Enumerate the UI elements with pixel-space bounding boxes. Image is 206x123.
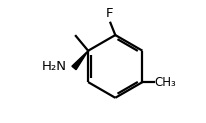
Text: F: F bbox=[105, 7, 113, 20]
Text: CH₃: CH₃ bbox=[155, 76, 177, 89]
Text: H₂N: H₂N bbox=[42, 60, 67, 73]
Polygon shape bbox=[72, 51, 88, 70]
